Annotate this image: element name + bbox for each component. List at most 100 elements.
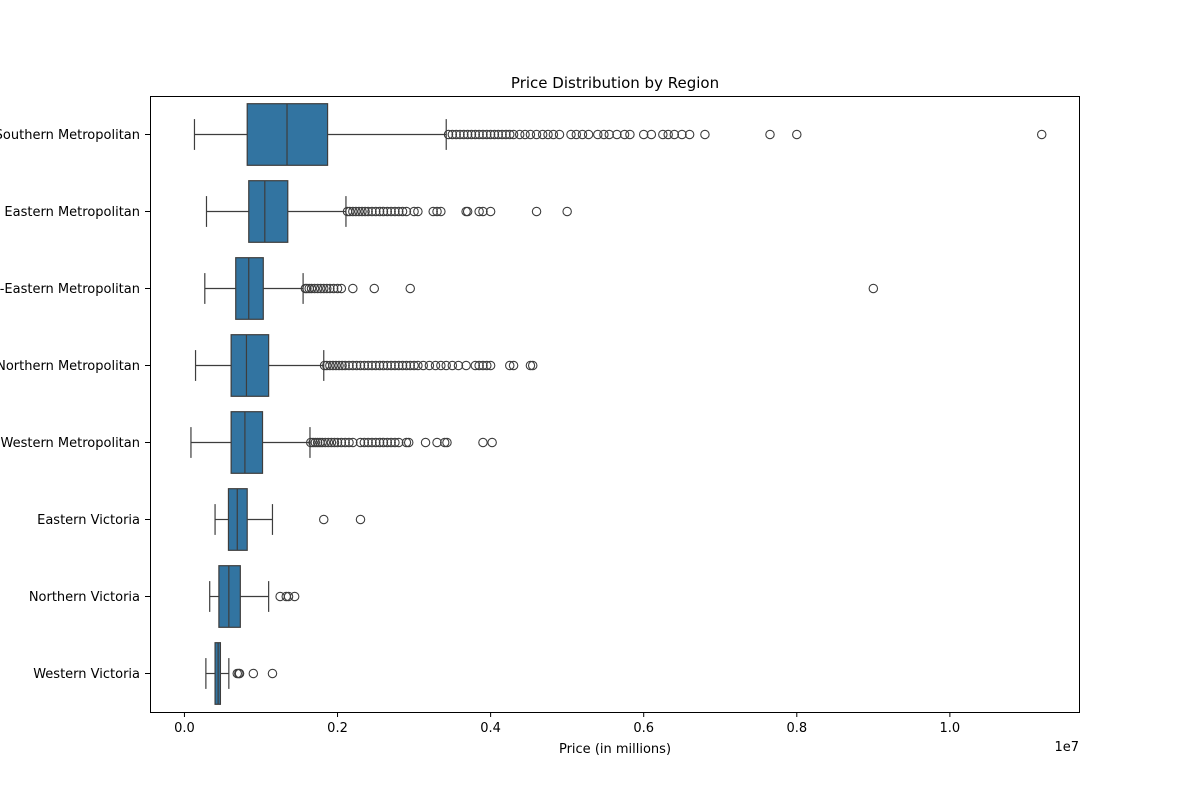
outlier-point: [669, 129, 680, 140]
plot-frame: [150, 96, 1080, 713]
outlier-point: [348, 437, 358, 448]
outlier-point: [439, 437, 450, 448]
outlier-point: [336, 283, 347, 294]
outlier-point: [329, 437, 340, 448]
plot-area: [190, 103, 1047, 705]
outlier-point: [328, 360, 338, 371]
x-axis: 0.0 0.2 0.4 0.6 0.8 1.0: [174, 712, 960, 736]
outlier-point: [443, 129, 454, 140]
outlier-point: [354, 206, 364, 217]
outlier-point: [562, 206, 572, 217]
outlier-point: [474, 360, 484, 371]
x-axis-label: Price (in millions): [559, 742, 671, 757]
outlier-point: [325, 360, 335, 371]
outlier-point: [344, 360, 354, 371]
outlier-point: [413, 206, 423, 217]
x-tick-label: 0.2: [327, 721, 348, 736]
outlier-point: [462, 129, 473, 140]
outlier-point: [700, 129, 710, 140]
outlier-point: [401, 360, 412, 371]
outlier-point: [319, 514, 329, 525]
box: [230, 411, 264, 474]
outlier-point: [355, 360, 366, 371]
outlier-point: [478, 437, 488, 448]
x-tick-label: 0.8: [786, 721, 807, 736]
outlier-point: [525, 360, 536, 371]
outlier-point: [474, 129, 484, 140]
outlier-point: [548, 129, 559, 140]
outlier-point: [432, 437, 442, 448]
outlier-point: [442, 437, 452, 448]
y-tick-label: Southern Metropolitan: [0, 128, 140, 143]
outlier-point: [505, 360, 515, 371]
x-tick-label: 0.6: [633, 721, 654, 736]
outlier-point: [638, 129, 649, 140]
outlier-point: [359, 437, 370, 448]
outlier-point: [612, 129, 622, 140]
y-tick-label: Northern Victoria: [29, 590, 140, 605]
outlier-point: [386, 360, 396, 371]
outlier-point: [310, 437, 321, 448]
outlier-point: [309, 283, 320, 294]
outlier-point: [359, 360, 370, 371]
outlier-point: [537, 129, 548, 140]
outlier-point: [409, 360, 419, 371]
outlier-point: [527, 360, 538, 371]
outlier-point: [466, 129, 477, 140]
y-axis: Southern Metropolitan Eastern Metropolita…: [0, 128, 150, 682]
outlier-point: [317, 437, 327, 448]
x-tick-label: 0.0: [174, 721, 195, 736]
outlier-point: [312, 437, 323, 448]
outlier-point: [625, 129, 635, 140]
outlier-point: [478, 206, 488, 217]
outlier-point: [394, 437, 404, 448]
outlier-point: [363, 360, 373, 371]
outlier-point: [382, 206, 393, 217]
box-group: [204, 257, 879, 320]
outlier-point: [351, 206, 361, 217]
outlier-point: [397, 206, 408, 217]
outlier-point: [543, 129, 553, 140]
outlier-point: [792, 129, 802, 140]
outlier-point: [765, 129, 775, 140]
outlier-point: [447, 360, 458, 371]
outlier-point: [531, 206, 542, 217]
y-tick-label: Eastern Victoria: [37, 513, 140, 528]
outlier-point: [319, 283, 329, 294]
x-tick-label: 0.4: [480, 721, 501, 736]
outlier-point: [436, 206, 446, 217]
outlier-point: [394, 360, 404, 371]
outlier-point: [482, 129, 492, 140]
outlier-point: [508, 360, 519, 371]
outlier-point: [554, 129, 565, 140]
outlier-point: [436, 360, 446, 371]
outlier-point: [505, 129, 515, 140]
box-group: [205, 180, 572, 243]
box: [248, 180, 289, 243]
outlier-point: [493, 129, 504, 140]
outlier-point: [382, 360, 393, 371]
outlier-point: [470, 129, 481, 140]
outlier-point: [336, 437, 347, 448]
outlier-point: [331, 360, 341, 371]
outlier-point: [382, 437, 393, 448]
outlier-point: [322, 360, 332, 371]
outlier-point: [420, 437, 431, 448]
outlier-point: [397, 360, 408, 371]
outlier-point: [459, 129, 469, 140]
outlier-point: [453, 360, 464, 371]
outlier-point: [351, 360, 362, 371]
outlier-point: [1036, 129, 1047, 140]
outlier-point: [658, 129, 668, 140]
outlier-point: [489, 129, 500, 140]
outlier-point: [386, 437, 396, 448]
outlier-point: [322, 283, 332, 294]
outlier-point: [487, 437, 497, 448]
outlier-point: [328, 283, 339, 294]
outlier-point: [348, 360, 358, 371]
outlier-point: [371, 437, 381, 448]
outlier-point: [451, 129, 461, 140]
outlier-point: [386, 206, 396, 217]
box: [230, 334, 270, 397]
outlier-point: [478, 129, 488, 140]
